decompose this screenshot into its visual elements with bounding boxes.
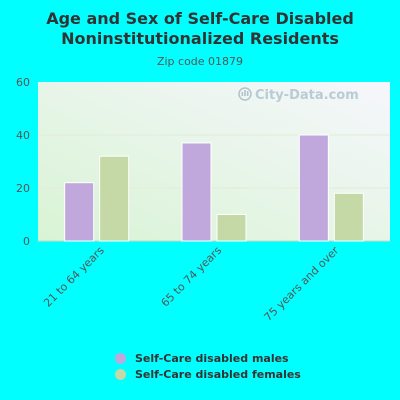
legend-item-males: Self-Care disabled males <box>115 350 301 366</box>
legend-item-females: Self-Care disabled females <box>115 366 301 382</box>
y-axis-ticks: 0 20 40 60 <box>16 76 30 248</box>
bar-males <box>181 142 212 242</box>
legend-swatch-females <box>115 368 126 380</box>
bar-females <box>99 155 130 242</box>
y-tick-label: 0 <box>23 235 30 248</box>
legend-label-males: Self-Care disabled males <box>135 351 289 365</box>
y-tick-label: 20 <box>16 182 30 195</box>
watermark-icon <box>238 87 252 101</box>
chart-title: Age and Sex of Self-Care Disabled Nonins… <box>0 9 400 49</box>
legend-label-females: Self-Care disabled females <box>135 367 301 381</box>
gridlines <box>38 134 390 242</box>
x-axis-ticks: 21 to 64 years 65 to 74 years 75 years and… <box>41 244 342 324</box>
legend: Self-Care disabled males Self-Care disab… <box>115 350 301 382</box>
x-tick-label: 21 to 64 years <box>41 244 107 310</box>
x-tick-label: 75 years and over <box>262 244 342 324</box>
y-tick-label: 40 <box>16 129 30 142</box>
watermark-text: City-Data.com <box>255 88 359 103</box>
chart-subtitle: Zip code 01879 <box>156 55 244 68</box>
x-tick-label: 65 to 74 years <box>158 244 224 310</box>
bar-females <box>216 214 247 242</box>
plot-area <box>38 82 390 241</box>
bar-males <box>64 182 95 242</box>
bar-females <box>333 192 364 242</box>
watermark: City-Data.com <box>238 87 359 103</box>
legend-swatch-males <box>115 352 126 364</box>
y-tick-label: 60 <box>16 76 30 89</box>
bars <box>64 134 364 242</box>
bar-males <box>298 134 329 242</box>
chart-title-text: Age and Sex of Self-Care Disabled Nonins… <box>46 9 354 48</box>
